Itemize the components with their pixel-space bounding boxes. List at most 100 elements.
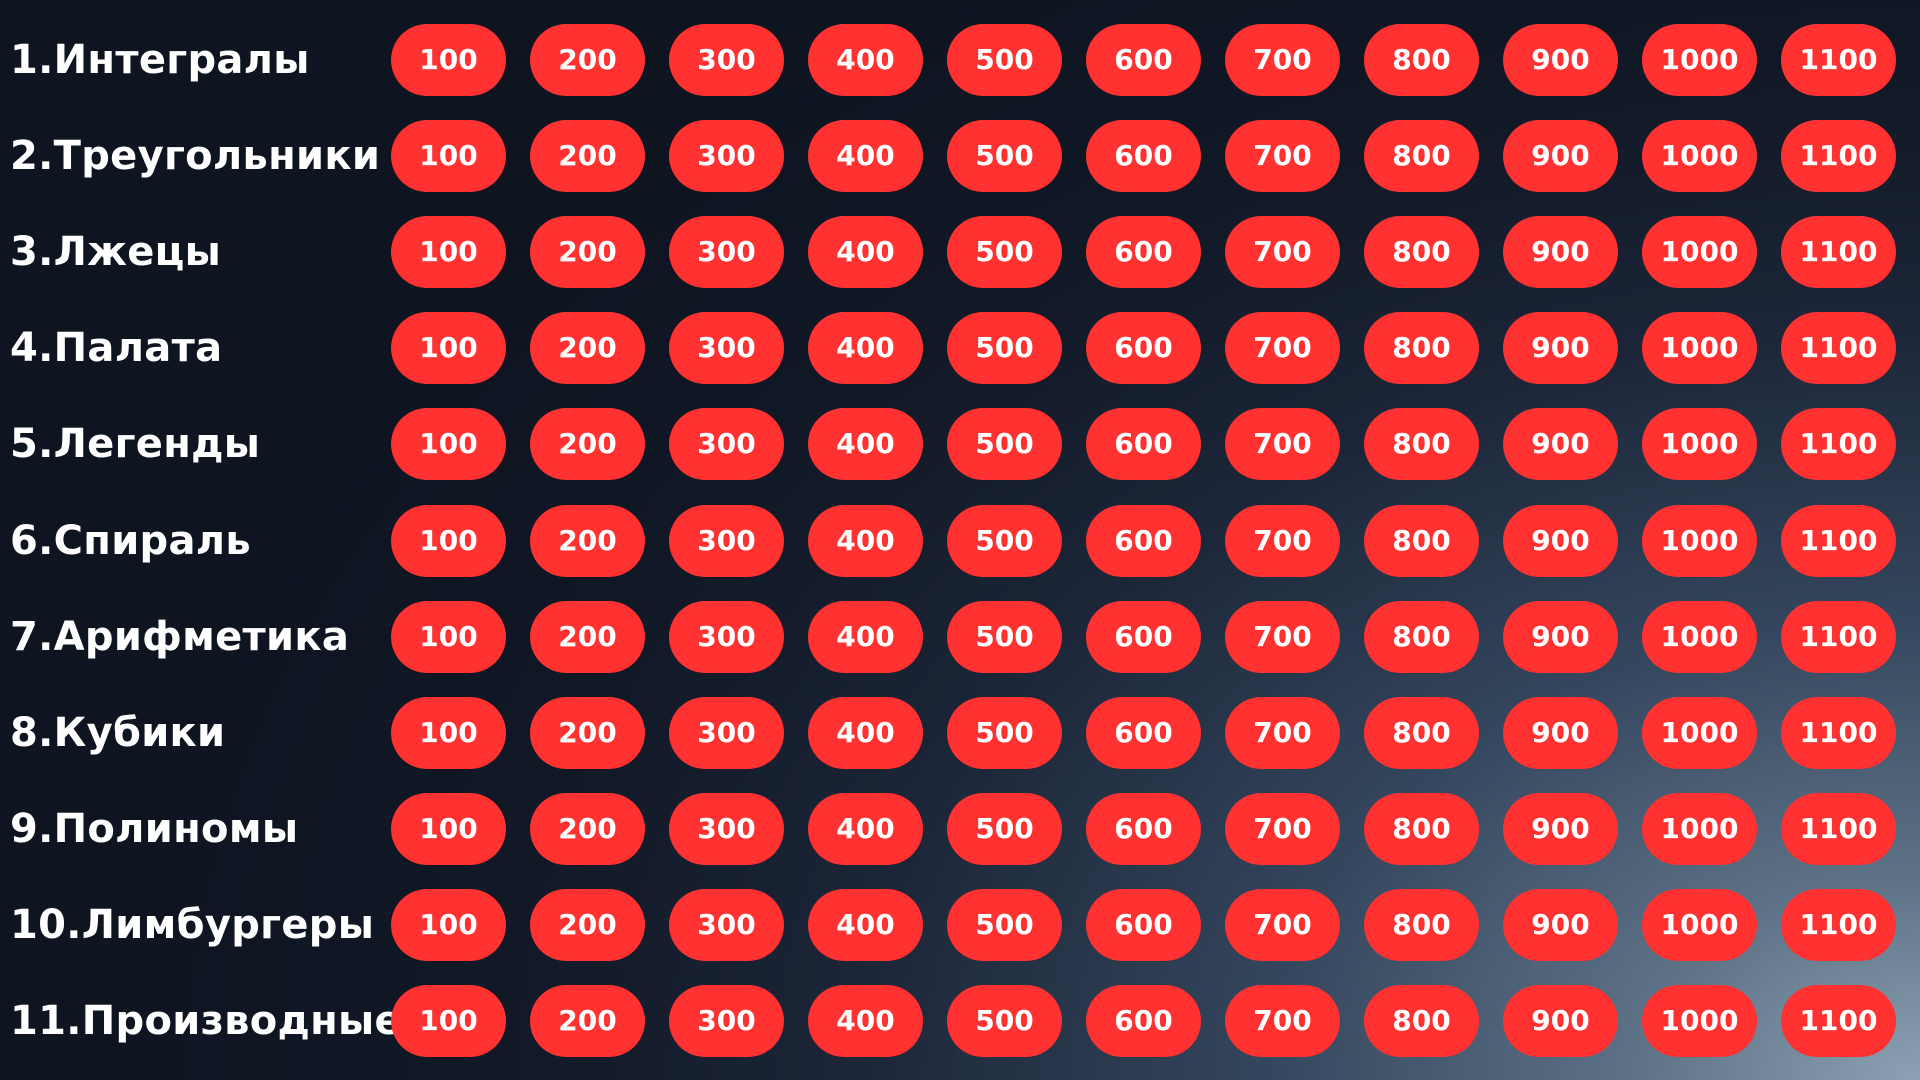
question-cell-400[interactable]: 400 xyxy=(808,120,923,192)
question-cell-1100[interactable]: 1100 xyxy=(1781,889,1896,961)
question-cell-700[interactable]: 700 xyxy=(1225,120,1340,192)
question-cell-200[interactable]: 200 xyxy=(530,120,645,192)
question-cell-800[interactable]: 800 xyxy=(1364,24,1479,96)
question-cell-700[interactable]: 700 xyxy=(1225,505,1340,577)
question-cell-800[interactable]: 800 xyxy=(1364,793,1479,865)
question-cell-1000[interactable]: 1000 xyxy=(1642,793,1757,865)
question-cell-500[interactable]: 500 xyxy=(947,120,1062,192)
question-cell-500[interactable]: 500 xyxy=(947,24,1062,96)
question-cell-300[interactable]: 300 xyxy=(669,505,784,577)
question-cell-100[interactable]: 100 xyxy=(391,889,506,961)
question-cell-300[interactable]: 300 xyxy=(669,120,784,192)
question-cell-1000[interactable]: 1000 xyxy=(1642,601,1757,673)
question-cell-400[interactable]: 400 xyxy=(808,697,923,769)
question-cell-300[interactable]: 300 xyxy=(669,793,784,865)
question-cell-100[interactable]: 100 xyxy=(391,24,506,96)
question-cell-1000[interactable]: 1000 xyxy=(1642,216,1757,288)
question-cell-300[interactable]: 300 xyxy=(669,697,784,769)
question-cell-200[interactable]: 200 xyxy=(530,985,645,1057)
question-cell-1100[interactable]: 1100 xyxy=(1781,505,1896,577)
question-cell-400[interactable]: 400 xyxy=(808,601,923,673)
question-cell-100[interactable]: 100 xyxy=(391,408,506,480)
question-cell-400[interactable]: 400 xyxy=(808,505,923,577)
question-cell-600[interactable]: 600 xyxy=(1086,408,1201,480)
question-cell-1000[interactable]: 1000 xyxy=(1642,889,1757,961)
question-cell-900[interactable]: 900 xyxy=(1503,312,1618,384)
question-cell-800[interactable]: 800 xyxy=(1364,601,1479,673)
question-cell-700[interactable]: 700 xyxy=(1225,408,1340,480)
question-cell-1000[interactable]: 1000 xyxy=(1642,24,1757,96)
question-cell-700[interactable]: 700 xyxy=(1225,985,1340,1057)
question-cell-1000[interactable]: 1000 xyxy=(1642,505,1757,577)
question-cell-200[interactable]: 200 xyxy=(530,24,645,96)
question-cell-400[interactable]: 400 xyxy=(808,312,923,384)
question-cell-100[interactable]: 100 xyxy=(391,985,506,1057)
question-cell-800[interactable]: 800 xyxy=(1364,697,1479,769)
question-cell-100[interactable]: 100 xyxy=(391,697,506,769)
question-cell-900[interactable]: 900 xyxy=(1503,24,1618,96)
question-cell-100[interactable]: 100 xyxy=(391,505,506,577)
question-cell-600[interactable]: 600 xyxy=(1086,601,1201,673)
question-cell-500[interactable]: 500 xyxy=(947,408,1062,480)
question-cell-700[interactable]: 700 xyxy=(1225,312,1340,384)
question-cell-1100[interactable]: 1100 xyxy=(1781,24,1896,96)
question-cell-100[interactable]: 100 xyxy=(391,120,506,192)
question-cell-200[interactable]: 200 xyxy=(530,408,645,480)
question-cell-900[interactable]: 900 xyxy=(1503,985,1618,1057)
question-cell-500[interactable]: 500 xyxy=(947,889,1062,961)
question-cell-900[interactable]: 900 xyxy=(1503,408,1618,480)
question-cell-700[interactable]: 700 xyxy=(1225,793,1340,865)
question-cell-700[interactable]: 700 xyxy=(1225,889,1340,961)
question-cell-500[interactable]: 500 xyxy=(947,601,1062,673)
question-cell-900[interactable]: 900 xyxy=(1503,697,1618,769)
question-cell-300[interactable]: 300 xyxy=(669,889,784,961)
question-cell-1000[interactable]: 1000 xyxy=(1642,120,1757,192)
question-cell-600[interactable]: 600 xyxy=(1086,216,1201,288)
question-cell-400[interactable]: 400 xyxy=(808,985,923,1057)
question-cell-1100[interactable]: 1100 xyxy=(1781,216,1896,288)
question-cell-200[interactable]: 200 xyxy=(530,312,645,384)
question-cell-400[interactable]: 400 xyxy=(808,216,923,288)
question-cell-1100[interactable]: 1100 xyxy=(1781,601,1896,673)
question-cell-900[interactable]: 900 xyxy=(1503,601,1618,673)
question-cell-200[interactable]: 200 xyxy=(530,505,645,577)
question-cell-400[interactable]: 400 xyxy=(808,889,923,961)
question-cell-1000[interactable]: 1000 xyxy=(1642,408,1757,480)
question-cell-500[interactable]: 500 xyxy=(947,793,1062,865)
question-cell-1100[interactable]: 1100 xyxy=(1781,793,1896,865)
question-cell-400[interactable]: 400 xyxy=(808,793,923,865)
question-cell-600[interactable]: 600 xyxy=(1086,312,1201,384)
question-cell-900[interactable]: 900 xyxy=(1503,793,1618,865)
question-cell-100[interactable]: 100 xyxy=(391,216,506,288)
question-cell-300[interactable]: 300 xyxy=(669,985,784,1057)
question-cell-800[interactable]: 800 xyxy=(1364,120,1479,192)
question-cell-600[interactable]: 600 xyxy=(1086,985,1201,1057)
question-cell-200[interactable]: 200 xyxy=(530,697,645,769)
question-cell-600[interactable]: 600 xyxy=(1086,505,1201,577)
question-cell-1100[interactable]: 1100 xyxy=(1781,408,1896,480)
question-cell-100[interactable]: 100 xyxy=(391,793,506,865)
question-cell-100[interactable]: 100 xyxy=(391,312,506,384)
question-cell-300[interactable]: 300 xyxy=(669,408,784,480)
question-cell-600[interactable]: 600 xyxy=(1086,889,1201,961)
question-cell-600[interactable]: 600 xyxy=(1086,120,1201,192)
question-cell-1100[interactable]: 1100 xyxy=(1781,312,1896,384)
question-cell-900[interactable]: 900 xyxy=(1503,216,1618,288)
question-cell-300[interactable]: 300 xyxy=(669,312,784,384)
question-cell-200[interactable]: 200 xyxy=(530,889,645,961)
question-cell-1100[interactable]: 1100 xyxy=(1781,120,1896,192)
question-cell-500[interactable]: 500 xyxy=(947,505,1062,577)
question-cell-600[interactable]: 600 xyxy=(1086,697,1201,769)
question-cell-200[interactable]: 200 xyxy=(530,601,645,673)
question-cell-800[interactable]: 800 xyxy=(1364,408,1479,480)
question-cell-500[interactable]: 500 xyxy=(947,216,1062,288)
question-cell-900[interactable]: 900 xyxy=(1503,505,1618,577)
question-cell-700[interactable]: 700 xyxy=(1225,697,1340,769)
question-cell-700[interactable]: 700 xyxy=(1225,216,1340,288)
question-cell-400[interactable]: 400 xyxy=(808,24,923,96)
question-cell-100[interactable]: 100 xyxy=(391,601,506,673)
question-cell-800[interactable]: 800 xyxy=(1364,312,1479,384)
question-cell-600[interactable]: 600 xyxy=(1086,793,1201,865)
question-cell-900[interactable]: 900 xyxy=(1503,889,1618,961)
question-cell-300[interactable]: 300 xyxy=(669,216,784,288)
